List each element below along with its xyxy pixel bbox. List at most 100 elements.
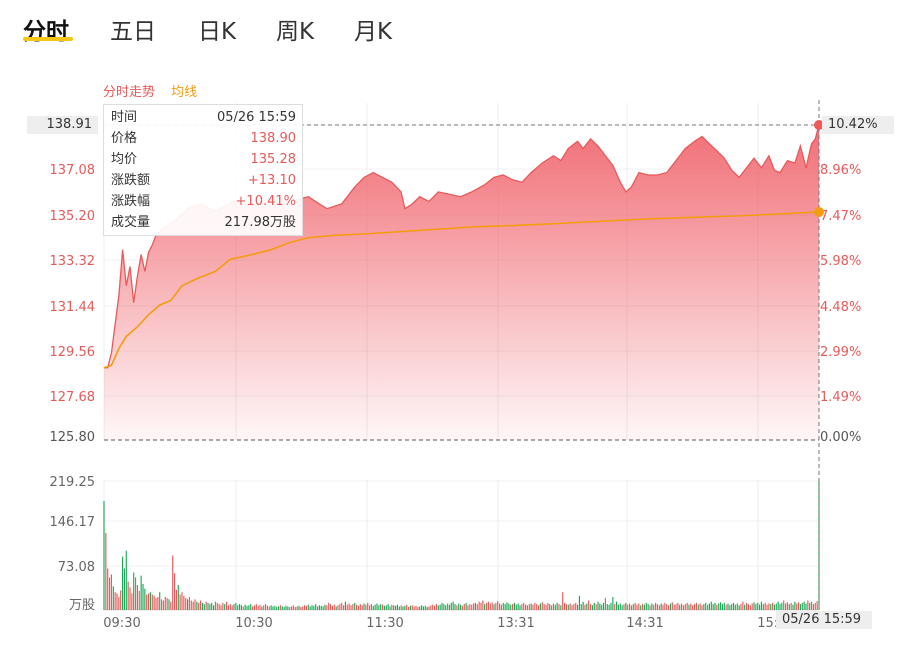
volume-bar <box>166 598 168 610</box>
price-tick-label: 129.56 <box>50 345 96 360</box>
volume-bar <box>419 606 421 610</box>
volume-bar <box>305 605 307 610</box>
volume-bar <box>768 603 770 610</box>
volume-bar <box>751 603 753 610</box>
volume-bar <box>801 602 803 610</box>
volume-bar <box>532 604 534 610</box>
volume-bar <box>645 602 647 610</box>
volume-bar <box>188 597 190 610</box>
volume-bar <box>478 601 480 610</box>
volume-bar <box>261 606 263 610</box>
volume-bar <box>361 605 363 610</box>
volume-bar <box>162 600 164 610</box>
volume-bar <box>658 605 660 610</box>
volume-bar <box>627 604 629 610</box>
volume-bar <box>408 607 410 610</box>
volume-bar <box>291 606 293 610</box>
volume-bar <box>213 605 215 610</box>
volume-bar <box>565 604 567 610</box>
volume-bar <box>708 603 710 610</box>
legend-avg[interactable]: 均线 <box>171 85 198 100</box>
volume-bar <box>692 605 694 610</box>
crosshair-time-label: 05/26 15:59 <box>776 611 872 629</box>
volume-bar <box>578 595 580 610</box>
volume-bar <box>398 606 400 610</box>
volume-bar <box>211 602 213 610</box>
tooltip-value: 05/26 15:59 <box>216 110 296 125</box>
volume-bar <box>809 602 811 610</box>
volume-bar <box>268 606 270 610</box>
volume-bar <box>584 604 586 610</box>
volume-bar <box>664 602 666 610</box>
volume-bar <box>359 604 361 610</box>
volume-bar <box>112 586 114 610</box>
volume-bar <box>447 603 449 610</box>
volume-bar <box>376 603 378 610</box>
volume-bar <box>716 604 718 610</box>
volume-bar <box>534 602 536 610</box>
volume-bar <box>450 602 452 610</box>
volume-bar <box>623 604 625 610</box>
volume-bar <box>803 601 805 610</box>
volume-bar <box>378 605 380 610</box>
volume-bar <box>318 605 320 610</box>
period-tabs: 分时 五日 日K 周K 月K <box>0 0 906 60</box>
volume-bar <box>703 604 705 610</box>
volume-bar <box>133 572 135 610</box>
volume-bar <box>469 604 471 610</box>
legend-trend[interactable]: 分时走势 <box>103 85 156 100</box>
volume-bar <box>484 604 486 610</box>
volume-bar <box>246 605 248 610</box>
volume-bar <box>196 601 198 610</box>
tab-weekly-k[interactable]: 周K <box>276 19 315 45</box>
volume-bar <box>432 604 434 610</box>
crosshair-pct-label: 10.42% <box>822 116 894 134</box>
volume-bar <box>233 604 235 610</box>
volume-bar <box>194 599 196 610</box>
tooltip-value: 135.28 <box>250 152 297 167</box>
volume-bar <box>499 603 501 610</box>
volume-bar <box>120 590 122 610</box>
volume-bar <box>792 604 794 610</box>
volume-bar <box>109 577 111 610</box>
volume-bar <box>382 604 384 610</box>
tab-daily-k[interactable]: 日K <box>198 19 237 45</box>
volume-bar <box>164 597 166 610</box>
volume-bar <box>525 604 527 610</box>
volume-bar <box>395 605 397 610</box>
volume-bar <box>229 604 231 610</box>
volume-bar <box>460 604 462 610</box>
volume-bar <box>279 605 281 610</box>
volume-bar <box>151 594 153 610</box>
price-tick-label: 131.44 <box>50 300 96 315</box>
volume-bar <box>577 604 579 610</box>
volume-bar <box>759 604 761 610</box>
volume-bar <box>177 585 179 610</box>
volume-bar <box>604 598 606 610</box>
volume-bar <box>506 602 508 610</box>
volume-bar <box>603 602 605 610</box>
volume-bar <box>788 604 790 610</box>
volume-bar <box>586 603 588 610</box>
volume-bar <box>140 575 142 610</box>
volume-bar <box>662 604 664 610</box>
tab-monthly-k[interactable]: 月K <box>354 19 393 45</box>
volume-bar <box>253 605 255 610</box>
tab-five-day[interactable]: 五日 <box>110 19 156 45</box>
volume-bar <box>123 568 125 610</box>
volume-bar <box>697 604 699 610</box>
volume-bar <box>357 605 359 610</box>
pct-tick-label: 4.48% <box>820 300 861 315</box>
volume-bar <box>632 604 634 610</box>
volume-bar <box>675 604 677 610</box>
volume-bar <box>736 603 738 610</box>
volume-tick-label: 219.25 <box>50 475 96 490</box>
volume-bar <box>148 593 150 610</box>
volume-bar <box>274 605 276 610</box>
volume-bar <box>476 604 478 610</box>
volume-bar <box>129 587 131 610</box>
volume-bar <box>294 607 296 610</box>
volume-bar <box>539 603 541 610</box>
volume-bar <box>118 597 120 610</box>
